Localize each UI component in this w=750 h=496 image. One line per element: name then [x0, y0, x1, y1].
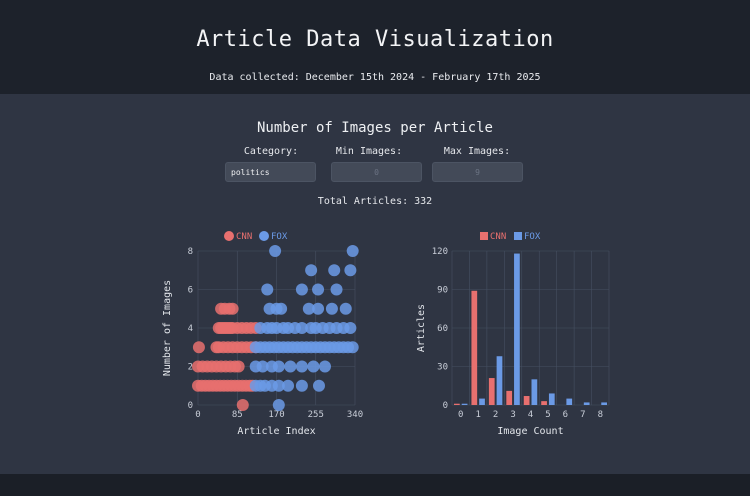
section-title: Number of Images per Article: [256, 120, 493, 136]
category-input[interactable]: politics: [225, 162, 316, 182]
page-header: Article Data Visualization Data collecte…: [0, 0, 750, 94]
min-images-input[interactable]: 0: [331, 162, 422, 182]
category-label: Category:: [243, 146, 299, 157]
content-panel: [0, 94, 750, 474]
max-images-input[interactable]: 9: [432, 162, 523, 182]
page-subtitle: Data collected: December 15th 2024 - Feb…: [209, 72, 541, 83]
max-images-label: Max Images:: [443, 146, 511, 157]
page-footer: [0, 474, 750, 496]
total-articles: Total Articles: 332: [317, 196, 433, 207]
min-images-label: Min Images:: [335, 146, 403, 157]
page-title: Article Data Visualization: [196, 27, 554, 52]
